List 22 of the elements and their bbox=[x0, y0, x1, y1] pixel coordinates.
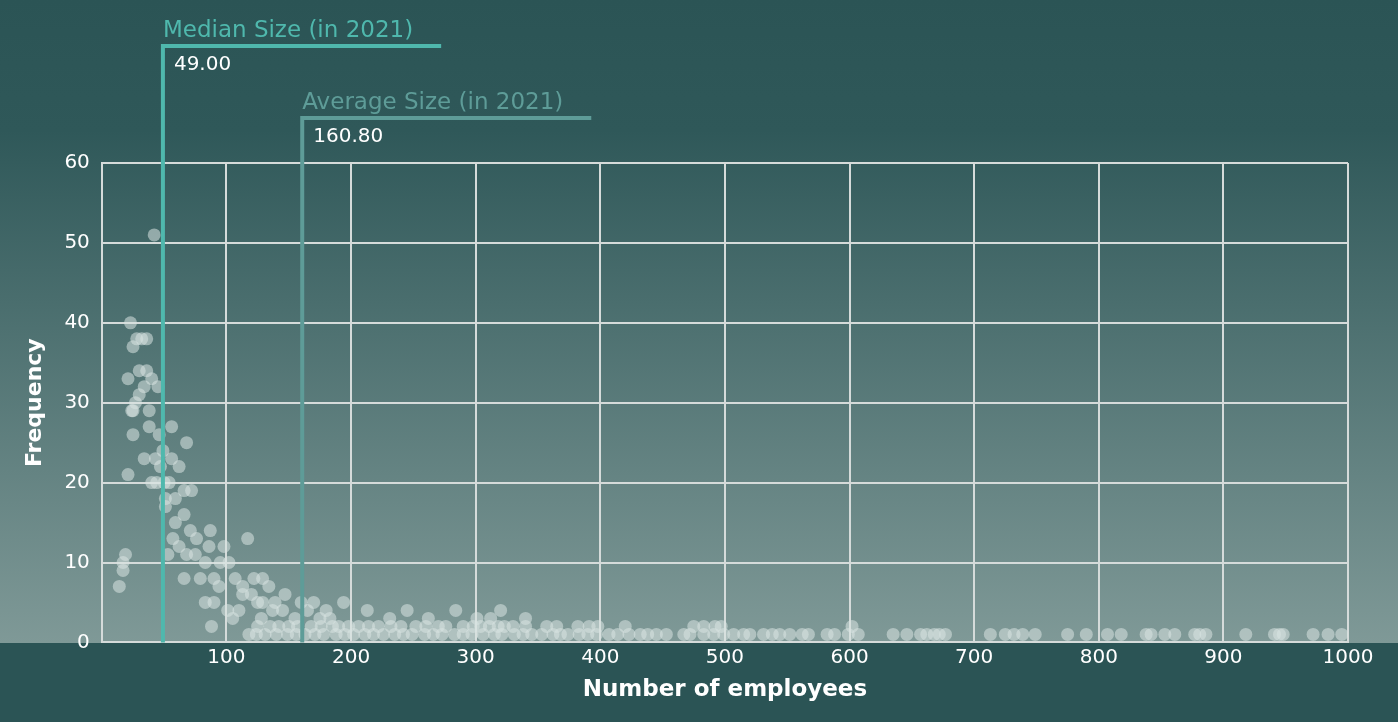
ref-line-label: Average Size (in 2021) bbox=[302, 88, 564, 115]
text: 160.80 bbox=[313, 123, 384, 148]
y-axis-title: Frequency bbox=[20, 338, 46, 468]
x-tick-label: 600 bbox=[830, 643, 869, 668]
x-tick-label: 300 bbox=[456, 643, 495, 668]
x-tick-label: 700 bbox=[955, 643, 994, 668]
x-axis-title: Number of employees bbox=[582, 675, 868, 702]
y-tick-label: 30 bbox=[64, 388, 90, 413]
x-tick-label: 1000 bbox=[1322, 643, 1374, 668]
y-tick-label: 50 bbox=[64, 229, 90, 254]
x-tick-label: 100 bbox=[207, 643, 246, 668]
x-tick-label: 800 bbox=[1079, 643, 1118, 668]
text: 49.00 bbox=[173, 51, 232, 76]
ref-line-label: Median Size (in 2021) bbox=[162, 16, 414, 43]
x-tick-label: 500 bbox=[705, 643, 745, 668]
x-tick-label: 400 bbox=[581, 643, 620, 668]
x-tick-label: 900 bbox=[1204, 643, 1243, 668]
y-tick-label: 10 bbox=[64, 548, 90, 573]
x-tick-label: 200 bbox=[331, 643, 371, 668]
y-tick-label: 20 bbox=[64, 468, 90, 493]
y-tick-label: 60 bbox=[64, 149, 90, 174]
y-tick-label: 40 bbox=[64, 309, 90, 333]
